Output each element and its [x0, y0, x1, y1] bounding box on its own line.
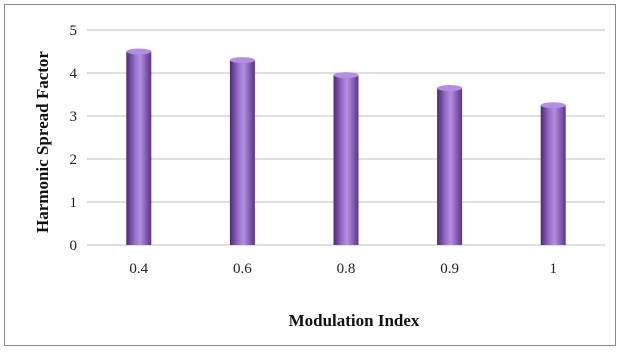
bar-cap-1	[540, 102, 566, 109]
y-tick-label-3: 3	[70, 109, 78, 125]
x-tick-label-3: 0.9	[440, 261, 459, 277]
x-tick-label-0: 0.4	[129, 261, 148, 277]
chart-frame: 0 1 2 3 4 5 0.4 0.6 0.8 0.9 1 Modulation Index Ha…	[4, 4, 616, 346]
x-tick-label-2: 0.8	[337, 261, 356, 277]
bar-0.4	[126, 51, 152, 245]
bar-cap-0.4	[126, 48, 152, 55]
bar-cap-0.8	[333, 72, 359, 79]
y-tick-label-1: 1	[70, 195, 78, 211]
bar-cap-0.9	[437, 85, 463, 92]
x-axis-title: Modulation Index	[289, 311, 420, 330]
x-tick-label-1: 0.6	[233, 261, 252, 277]
bar-0.9	[437, 88, 463, 245]
bar-cap-0.6	[229, 57, 255, 64]
y-tick-label-4: 4	[70, 66, 78, 82]
x-tick-labels: 0.4 0.6 0.8 0.9 1	[129, 261, 557, 277]
y-tick-label-5: 5	[70, 23, 78, 39]
y-tick-label-0: 0	[70, 238, 78, 254]
bar-1	[540, 105, 566, 245]
y-tick-labels: 0 1 2 3 4 5	[70, 23, 78, 254]
bar-0.6	[229, 60, 255, 245]
bar-chart: 0 1 2 3 4 5 0.4 0.6 0.8 0.9 1 Modulation Index Ha…	[33, 23, 605, 330]
x-tick-label-4: 1	[549, 261, 557, 277]
y-tick-label-2: 2	[70, 152, 78, 168]
y-axis-title: Harmonic Spread Factor	[33, 51, 52, 233]
bar-0.8	[333, 75, 359, 246]
bars	[126, 48, 566, 246]
